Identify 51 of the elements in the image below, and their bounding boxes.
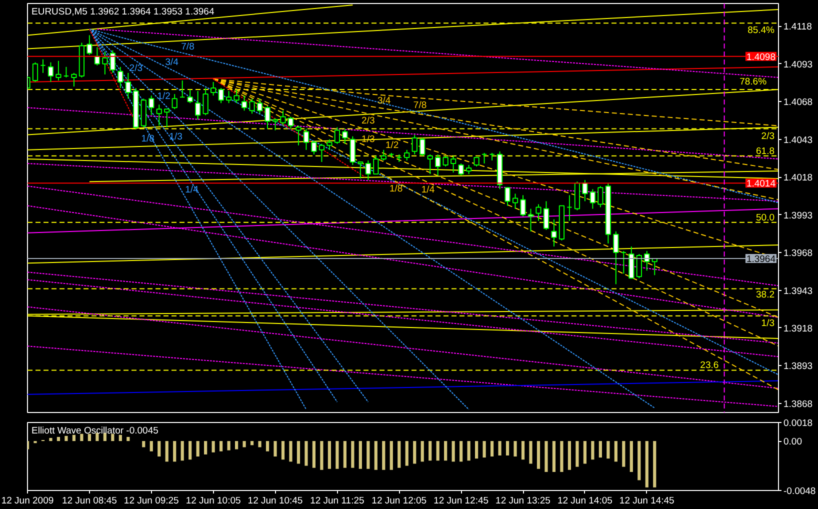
series-label: 2/3 [761,130,775,142]
y-tick-label: 1.3943 [784,286,813,297]
x-tick-label: 12 Jun 14:05 [557,496,612,506]
series-label: 1/3 [761,318,775,329]
x-tick-label: 12 Jun 13:25 [496,496,550,506]
series-label: 23.6 [700,360,719,372]
y-tick-label: 1.3993 [784,210,813,222]
y-tick-label: 0.00 [784,436,802,448]
y-tick-label: 1.4068 [784,97,813,108]
series-label: 1/3 [169,131,182,142]
y-tick-label: 1.3968 [784,248,813,260]
x-tick-label: 12 Jun 08:45 [62,496,117,506]
series-label: 1/2 [157,90,170,102]
series-label: 85.4% [748,25,776,36]
y-tick-label: 0.0018 [784,418,813,429]
y-tick-label: 1.4043 [784,134,813,146]
y-tick-label: 1.3893 [784,361,813,372]
series-label: 1/4 [421,184,435,196]
series-label: 78.6% [740,76,768,88]
series-label: 1/2 [385,140,399,151]
x-tick-label: 12 Jun 10:05 [186,496,241,506]
x-tick-label: 12 Jun 12:45 [434,496,489,506]
y-tick-label: 1.3918 [784,323,813,334]
ref-line-label: 1.3964 [746,254,776,266]
series-label: 2/3 [129,62,143,74]
series-label: 1/4 [185,184,198,196]
ref-line-label: 1.4014 [746,178,776,190]
chart-title: EURUSD,M5 1.3962 1.3964 1.3953 1.3964 [32,6,214,18]
y-tick-label: 1.4018 [784,172,813,184]
x-tick-label: 12 Jun 12:05 [372,496,427,506]
ref-line-label: 1.4098 [746,52,776,63]
series-label: 3/4 [378,96,391,107]
y-tick-label: 1.4118 [784,22,812,33]
series-label: 1/8 [141,134,154,145]
chart-title: Elliott Wave Oscillator -0.0045 [32,426,158,436]
series-label: 61.8 [756,146,775,157]
x-tick-label: 12 Jun 11:25 [310,496,364,506]
series-label: 1/8 [389,184,403,195]
series-label: 2/3 [362,116,375,127]
series-label: 3/4 [165,56,178,68]
x-tick-label: 12 Jun 10:45 [248,496,303,506]
y-tick-label: 1.4093 [784,59,813,70]
x-tick-label: 12 Jun 2009 [1,496,54,506]
x-tick-label: 12 Jun 14:45 [619,496,674,506]
series-label: 50.0 [756,212,775,224]
series-label: 7/8 [181,41,194,52]
x-tick-label: 12 Jun 09:25 [124,496,179,506]
y-tick-label: -0.0048 [784,486,816,497]
series-label: 7/8 [413,100,427,112]
series-label: 38.2 [756,290,775,301]
y-tick-label: 1.3868 [784,398,813,410]
